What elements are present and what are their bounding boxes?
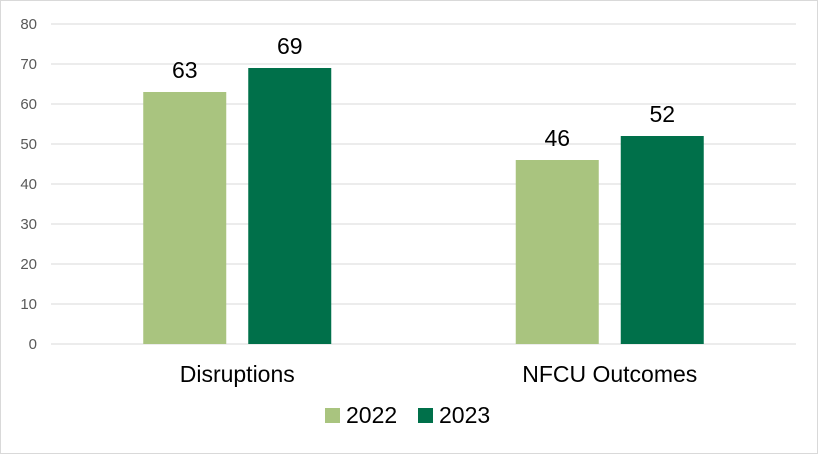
bar-2023-0	[248, 68, 332, 344]
y-tick-label: 60	[20, 96, 37, 113]
y-tick-label: 70	[20, 56, 37, 73]
bar-2022-0	[143, 92, 227, 344]
legend-label: 2022	[346, 402, 397, 428]
x-axis-category-labels: Disruptions NFCU Outcomes	[180, 361, 698, 387]
y-tick-label: 10	[20, 296, 37, 313]
data-label: 63	[172, 57, 198, 83]
category-label: Disruptions	[180, 361, 295, 387]
data-label: 46	[544, 125, 570, 151]
legend: 2022 2023	[325, 402, 490, 428]
bar-2023-1	[620, 136, 704, 344]
y-tick-label: 20	[20, 256, 37, 273]
bars	[143, 68, 704, 344]
data-label: 52	[649, 101, 675, 127]
data-labels: 63 69 46 52	[172, 33, 675, 151]
bar-2022-1	[515, 160, 599, 344]
legend-label: 2023	[439, 402, 490, 428]
y-tick-label: 30	[20, 216, 37, 233]
data-label: 69	[277, 33, 303, 59]
legend-swatch	[418, 408, 433, 423]
category-label: NFCU Outcomes	[522, 361, 697, 387]
y-axis-tick-labels: 0 10 20 30 40 50 60 70 80	[20, 16, 37, 353]
y-tick-label: 50	[20, 136, 37, 153]
y-tick-label: 0	[29, 336, 37, 353]
y-tick-label: 80	[20, 16, 37, 33]
legend-swatch	[325, 408, 340, 423]
y-tick-label: 40	[20, 176, 37, 193]
